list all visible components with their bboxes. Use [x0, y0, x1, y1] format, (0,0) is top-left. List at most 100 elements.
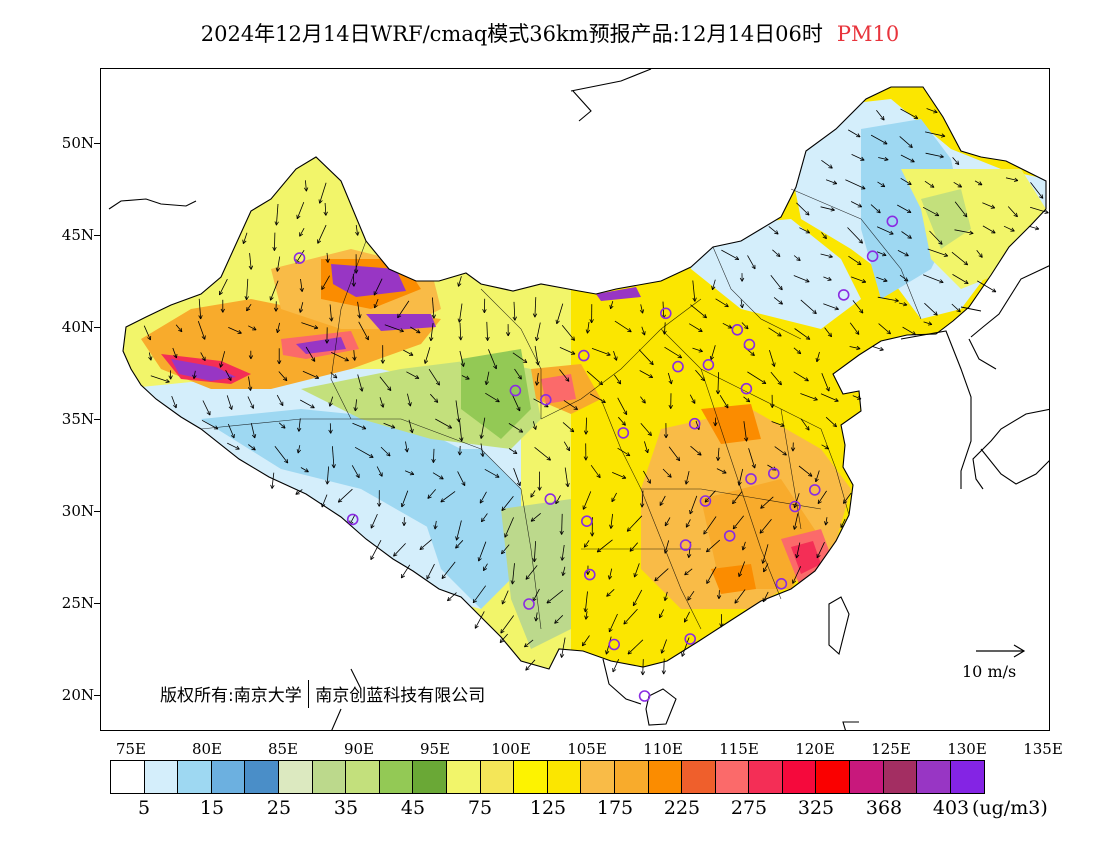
wind-arrow [546, 589, 564, 604]
wind-arrow [772, 249, 781, 257]
legend-label-403: 403 [932, 797, 970, 819]
wind-arrow [877, 296, 899, 303]
wind-arrow [633, 563, 640, 578]
wind-arrow [852, 300, 864, 314]
wind-arrow [504, 517, 514, 538]
legend-swatch-0 [111, 761, 145, 793]
pm10-concentration-map [108, 69, 1049, 730]
wind-arrow [419, 539, 432, 550]
wind-arrow [627, 639, 644, 655]
wind-arrow [876, 226, 894, 235]
wind-arrow [824, 517, 829, 526]
wind-arrow [537, 471, 542, 491]
wind-arrow [403, 349, 414, 356]
legend-label-35: 35 [333, 797, 359, 819]
title-text: 2024年12月14日WRF/cmaq模式36km预报产品:12月14日06时 [200, 22, 823, 46]
color-legend [110, 760, 986, 794]
wind-arrow [741, 541, 746, 551]
wind-arrow [351, 274, 356, 287]
wind-arrow [664, 346, 683, 359]
concentration-fill [123, 87, 1046, 669]
wind-arrow [738, 561, 746, 577]
legend-label-325: 325 [797, 797, 835, 819]
lat-tick [94, 327, 100, 328]
wind-arrow [563, 400, 578, 410]
station-marker [608, 638, 621, 651]
wind-arrow [358, 321, 369, 341]
wind-arrow [689, 394, 696, 404]
wind-arrow [485, 321, 490, 341]
wind-arrow [393, 543, 406, 557]
station-marker [583, 568, 596, 581]
legend-swatch-15 [614, 761, 649, 793]
wind-arrow [325, 252, 330, 263]
wind-arrow [900, 154, 915, 163]
wind-arrow [302, 370, 320, 379]
wind-arrow [850, 201, 863, 208]
lon-label-85e: 85E [267, 740, 299, 758]
wind-arrow [555, 303, 564, 325]
wind-arrow [925, 131, 946, 138]
wind-arrow [795, 542, 801, 559]
wind-arrow [641, 326, 646, 336]
wind-arrow [799, 227, 811, 234]
wind-arrow [560, 544, 565, 561]
wind-arrow [1003, 225, 1015, 232]
wind-arrow [704, 490, 716, 503]
wind-arrow [298, 302, 304, 313]
wind-arrow [380, 446, 391, 457]
station-marker [539, 393, 552, 406]
wind-reference-arrow [976, 644, 1026, 658]
wind-arrow [561, 566, 566, 576]
legend-label-368: 368 [865, 797, 903, 819]
wind-arrow [168, 370, 173, 380]
wind-arrow [774, 446, 787, 456]
station-marker [523, 598, 535, 610]
wind-arrow [584, 611, 589, 620]
wind-arrow [330, 372, 338, 379]
wind-arrow [639, 304, 645, 314]
wind-arrow [790, 442, 796, 452]
legend-swatch-21 [816, 761, 851, 793]
wind-arrow [513, 468, 521, 487]
wind-arrow [638, 349, 654, 366]
wind-arrow [870, 204, 881, 214]
wind-arrow [431, 448, 436, 463]
wind-arrow [824, 327, 832, 338]
legend-swatch-8 [379, 761, 414, 793]
wind-arrow [300, 467, 309, 473]
wind-arrow [272, 232, 277, 251]
station-marker [293, 252, 306, 264]
wind-arrow [331, 352, 349, 362]
legend-swatch-18 [715, 761, 750, 793]
wind-arrow [954, 201, 968, 218]
wind-arrow [447, 592, 457, 602]
wind-arrow [402, 517, 407, 526]
wind-arrow [484, 371, 490, 386]
wind-arrow [840, 518, 846, 528]
wind-arrow [373, 278, 383, 296]
station-marker [580, 515, 593, 528]
wind-arrow [878, 156, 889, 162]
wind-arrow [247, 396, 255, 409]
wind-arrow [722, 322, 733, 329]
lat-tick [94, 235, 100, 236]
wind-arrow [847, 227, 863, 244]
wind-arrow [820, 253, 833, 259]
wind-arrow [850, 276, 867, 284]
wind-arrow [457, 303, 463, 323]
lon-label-95e: 95E [419, 740, 451, 758]
legend-swatch-19 [749, 761, 783, 793]
wind-arrow [430, 393, 439, 403]
legend-unit: (ug/m3) [972, 797, 1048, 819]
wind-arrow [684, 471, 690, 485]
wind-arrow [457, 445, 463, 456]
wind-arrow [355, 225, 360, 236]
station-marker [509, 384, 522, 397]
wind-arrow [794, 328, 811, 340]
wind-arrow [461, 375, 470, 380]
wind-arrow [143, 325, 152, 341]
wind-arrow [273, 301, 279, 312]
wind-arrow [768, 226, 779, 235]
wind-arrow [640, 396, 646, 404]
